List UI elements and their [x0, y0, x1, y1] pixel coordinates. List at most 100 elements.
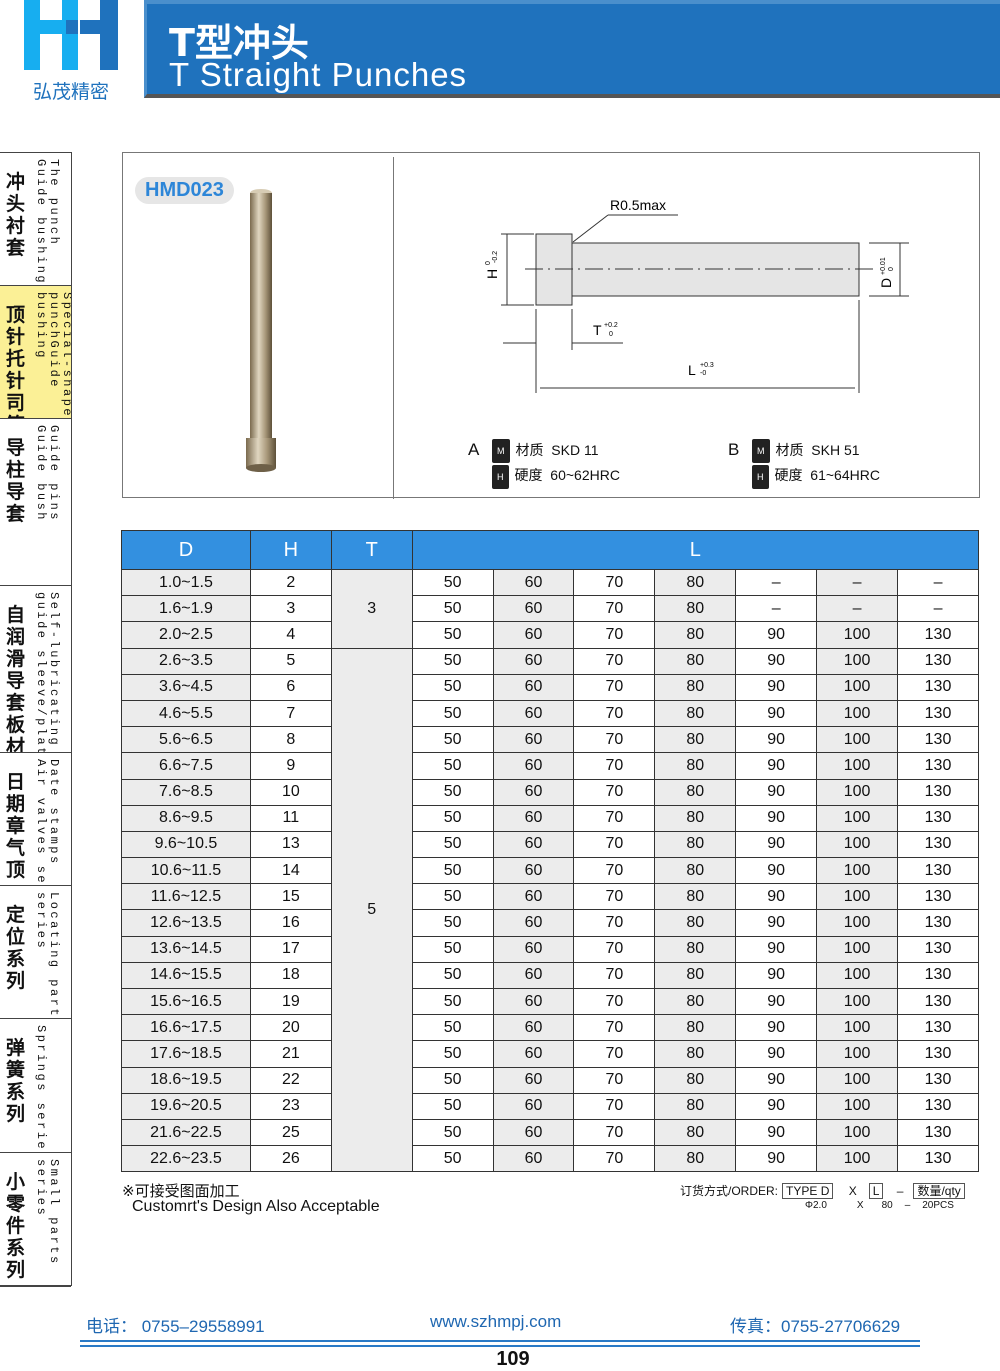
sidebar-section-cn: 顶针 托针 司筒 — [6, 304, 26, 418]
cell-l: 50 — [411, 857, 494, 885]
cell-l: 130 — [897, 778, 979, 806]
cell-l: 50 — [411, 883, 494, 911]
material-type: B — [728, 440, 740, 459]
cell-l: 90 — [735, 699, 818, 728]
table-row: 1.0~1.5 2 3 50 60 70 80– – – — [121, 568, 979, 649]
cell-l: 60 — [492, 883, 575, 911]
sidebar-section-cn: 弹簧系列 — [6, 1037, 26, 1125]
table-row: 5.6~6.5 8 50 60 70 80 90 100 130 — [121, 726, 979, 754]
table-row: 19.6~20.5 23 50 60 70 80 90 100 130 — [121, 1092, 979, 1120]
cell-l: 50 — [411, 1145, 494, 1173]
cell-l: 70 — [573, 1092, 656, 1120]
cell-h: 10 — [249, 778, 332, 806]
table-row: 3.6~4.5 6 50 60 70 80 90 100 130 — [121, 673, 979, 701]
hardness-value: 60~62HRC — [550, 467, 620, 484]
sidebar-section-en: Date stamps Air valves series — [34, 759, 61, 885]
cell-l: 60 — [492, 647, 575, 675]
cell-l: 90 — [735, 647, 818, 675]
cell-l: 80 — [654, 621, 737, 649]
cell-d: 22.6~23.5 — [121, 1145, 251, 1173]
cell-l: 100 — [816, 857, 899, 885]
cell-d: 18.6~19.5 — [121, 1066, 251, 1094]
radius-label: R0.5max — [610, 197, 666, 213]
cell-l: 80 — [654, 1092, 737, 1120]
material-value: SKD 11 — [551, 442, 599, 458]
cell-l: 70 — [573, 673, 656, 701]
l-label: L — [688, 362, 696, 378]
cell-l: 70 — [573, 1118, 656, 1147]
sidebar-section-cn: 小零件系列 — [6, 1171, 26, 1281]
sidebar-section[interactable]: 日期章 气顶 Date stamps Air valves series — [0, 753, 71, 886]
h-badge: H — [752, 464, 769, 489]
sidebar-section[interactable]: 导柱 导套 Guide pins Guide bush — [0, 419, 71, 586]
cell-l: 60 — [492, 1145, 575, 1173]
cell-l: 80 — [654, 883, 737, 911]
cell-l: 60 — [492, 1014, 575, 1042]
cell-l: 70 — [573, 883, 656, 911]
cell-l: 100 — [816, 1145, 899, 1173]
table-row: 21.6~22.5 25 50 60 70 80 90 100 130 — [121, 1118, 979, 1147]
table-row: 7.6~8.5 10 50 60 70 80 90 100 130 — [121, 778, 979, 806]
order-qty-box: 数量/qty — [913, 1183, 965, 1199]
cell-l: 70 — [573, 909, 656, 937]
cell-l: 130 — [897, 1014, 979, 1042]
cell-l: 90 — [735, 883, 818, 911]
sidebar-section[interactable]: 冲头 衬套 The punch Guide bushing — [0, 153, 71, 286]
cell-l: 90 — [735, 935, 818, 963]
cell-l: 60 — [492, 778, 575, 806]
footer-website[interactable]: www.szhmpj.com — [430, 1312, 562, 1331]
cell-l: 100 — [816, 883, 899, 911]
sidebar-section-en: Guide pins Guide bush — [34, 425, 61, 523]
cell-l: – — [897, 568, 979, 597]
m-badge: M — [752, 439, 770, 464]
table-row: 14.6~15.5 18 50 60 70 80 90 100 130 — [121, 961, 979, 990]
custom-design-note-en: Customrt's Design Also Acceptable — [132, 1198, 380, 1215]
cell-h: 23 — [249, 1092, 332, 1120]
table-row: 16.6~17.5 20 50 60 70 80 90 100 130 — [121, 1014, 979, 1042]
cell-h: 2 — [249, 568, 332, 597]
cell-l: 100 — [816, 909, 899, 937]
title-banner: T型冲头 T Straight Punches — [144, 0, 1000, 98]
header-d: D — [121, 530, 251, 570]
cell-l: 90 — [735, 857, 818, 885]
table-row: 22.6~23.5 26 50 60 70 80 90 100 130 — [121, 1145, 979, 1173]
cell-l: 70 — [573, 752, 656, 780]
sidebar-section[interactable]: 定位系列 Locating parts series — [0, 886, 71, 1019]
cell-l: 100 — [816, 987, 899, 1016]
page-title-cn: T型冲头 — [169, 21, 309, 65]
hardness-label: 硬度 — [774, 467, 803, 484]
cell-l: 90 — [735, 909, 818, 937]
table-row: 17.6~18.5 21 50 60 70 80 90 100 130 — [121, 1040, 979, 1068]
sidebar-section[interactable]: 弹簧系列 Springs series — [0, 1019, 71, 1153]
example-dash: – — [904, 1200, 911, 1211]
cell-l: 60 — [492, 1040, 575, 1068]
sidebar-section[interactable]: 小零件系列 Small parts series — [0, 1153, 71, 1287]
cell-d: 14.6~15.5 — [121, 961, 251, 990]
cell-l: 100 — [816, 1092, 899, 1120]
h-badge: H — [492, 464, 509, 489]
cell-l: 50 — [411, 752, 494, 780]
sidebar-section[interactable]: 自润滑导套板材 Self-lubricating guide sleeve/pla… — [0, 586, 71, 753]
cell-h: 7 — [249, 699, 332, 728]
cell-l: 60 — [492, 595, 575, 623]
cell-l: 50 — [411, 726, 494, 754]
sidebar-section[interactable]: 顶针 托针 司筒 Special-shaped punchGuide bushin… — [0, 286, 71, 419]
table-row: 18.6~19.5 22 50 60 70 80 90 100 130 — [121, 1066, 979, 1094]
cell-d: 8.6~9.5 — [121, 804, 251, 832]
example-l: 80 — [881, 1200, 893, 1211]
t-label: T — [593, 322, 602, 338]
cell-d: 6.6~7.5 — [121, 752, 251, 780]
example-x: X — [856, 1200, 864, 1211]
cell-d: 19.6~20.5 — [121, 1092, 251, 1120]
cell-h: 19 — [249, 987, 332, 1016]
cell-h: 11 — [249, 804, 332, 832]
cell-l: 90 — [735, 752, 818, 780]
cell-l: 130 — [897, 804, 979, 832]
cell-l: 60 — [492, 804, 575, 832]
cell-l: 50 — [411, 673, 494, 701]
example-d: Φ2.0 — [805, 1200, 827, 1211]
sidebar-section-cn: 冲头 衬套 — [6, 171, 26, 259]
cell-l: 130 — [897, 673, 979, 701]
cell-l: 130 — [897, 1040, 979, 1068]
cell-l: 130 — [897, 909, 979, 937]
